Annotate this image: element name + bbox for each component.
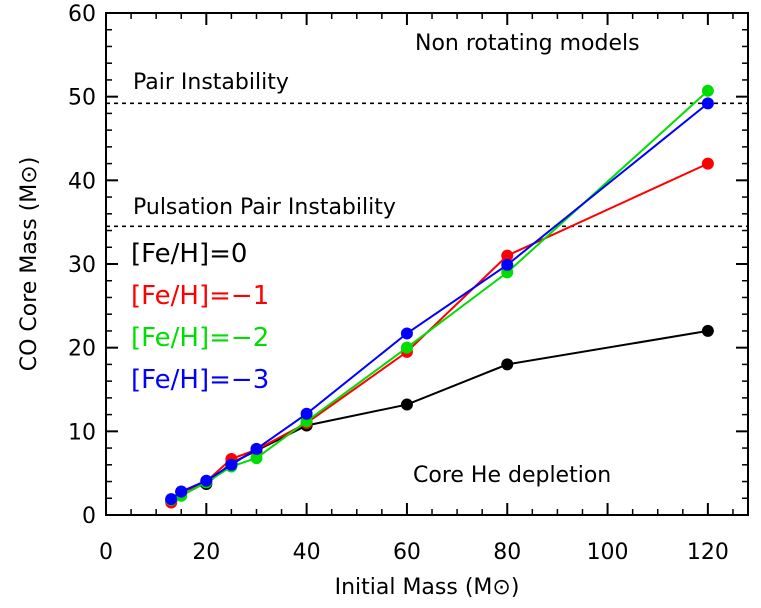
legend-entry-feh-minus-3: [Fe/H]=−3 <box>131 365 269 395</box>
data-point <box>200 475 212 487</box>
data-point <box>702 325 714 337</box>
annotation-pair-instability: Pair Instability <box>133 70 289 95</box>
data-point <box>401 327 413 339</box>
data-point <box>501 358 513 370</box>
legend-entry-feh-minus-2: [Fe/H]=−2 <box>131 323 269 353</box>
data-point <box>401 342 413 354</box>
x-tick-label: 80 <box>493 540 521 565</box>
legend-entry-feh-0: [Fe/H]=0 <box>131 239 247 269</box>
y-tick-label: 30 <box>68 253 96 278</box>
annotation-core-he-depletion: Core He depletion <box>413 463 611 488</box>
data-point <box>702 97 714 109</box>
annotation-non-rotating: Non rotating models <box>415 31 640 56</box>
x-tick-label: 40 <box>293 540 321 565</box>
data-point <box>301 408 313 420</box>
data-point <box>401 399 413 411</box>
y-axis-title: CO Core Mass (M⊙) <box>17 157 42 372</box>
x-tick-label: 100 <box>587 540 629 565</box>
x-axis-title: Initial Mass (M⊙) <box>335 575 520 600</box>
y-tick-label: 60 <box>68 2 96 27</box>
data-point <box>501 259 513 271</box>
data-point <box>702 85 714 97</box>
data-point <box>250 443 262 455</box>
x-tick-label: 120 <box>687 540 729 565</box>
legend-entry-feh-minus-1: [Fe/H]=−1 <box>131 281 269 311</box>
x-tick-label: 0 <box>99 540 113 565</box>
y-tick-label: 0 <box>82 504 96 529</box>
y-tick-label: 10 <box>68 420 96 445</box>
annotation-pulsation-pair-instability: Pulsation Pair Instability <box>133 195 396 220</box>
y-tick-label: 50 <box>68 86 96 111</box>
data-point <box>225 459 237 471</box>
data-point <box>702 158 714 170</box>
x-tick-label: 20 <box>192 540 220 565</box>
data-point <box>165 493 177 505</box>
x-tick-label: 60 <box>393 540 421 565</box>
y-tick-label: 20 <box>68 337 96 362</box>
data-point <box>175 486 187 498</box>
y-tick-label: 40 <box>68 169 96 194</box>
